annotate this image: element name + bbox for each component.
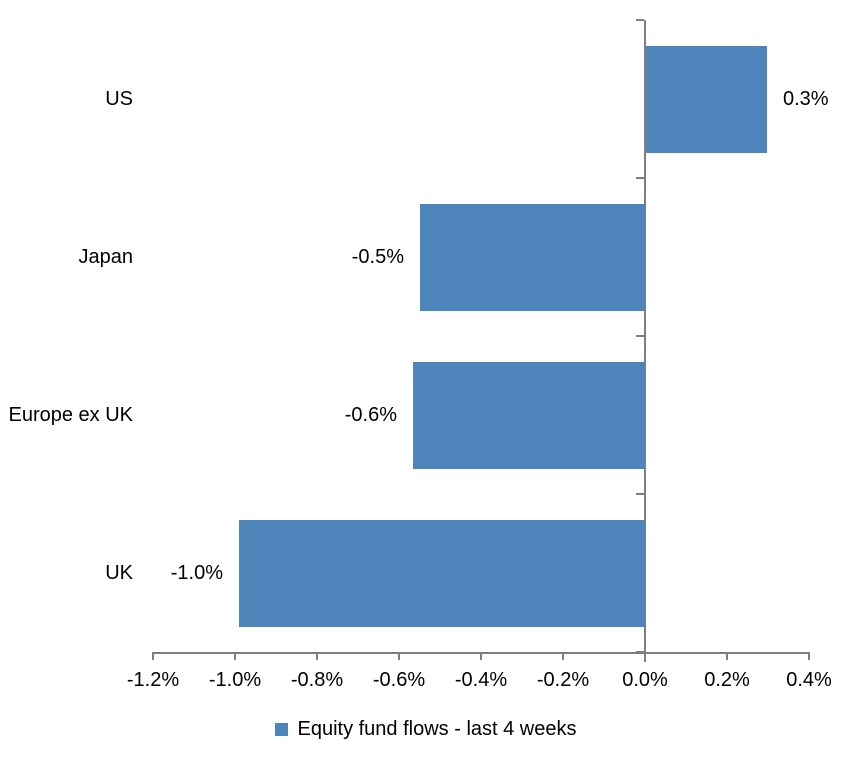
x-axis-tick-label: 0.4% [786, 669, 832, 691]
x-axis-tick [398, 652, 400, 660]
x-axis-tick [808, 652, 810, 660]
bar [420, 204, 645, 311]
bar [413, 362, 645, 469]
value-label: -0.6% [344, 404, 397, 426]
category-boundary-tick [636, 651, 644, 653]
x-axis-tick-label: -0.6% [372, 669, 426, 691]
legend-swatch-icon [275, 722, 289, 736]
bar [646, 46, 767, 153]
x-axis-tick [152, 652, 154, 660]
category-label: Japan [78, 246, 134, 268]
bar [239, 520, 645, 627]
value-label: 0.3% [783, 88, 829, 110]
x-axis-tick-label: -0.2% [536, 669, 590, 691]
category-boundary-tick [636, 335, 644, 337]
x-axis-tick [726, 652, 728, 660]
legend: Equity fund flows - last 4 weeks [0, 717, 852, 741]
x-axis-tick [562, 652, 564, 660]
legend-label: Equity fund flows - last 4 weeks [297, 718, 577, 740]
x-axis-tick [234, 652, 236, 660]
value-label: -0.5% [351, 246, 404, 268]
category-label: Europe ex UK [8, 404, 133, 426]
category-boundary-tick [636, 493, 644, 495]
value-label: -1.0% [170, 562, 223, 584]
zero-axis-line [644, 20, 646, 662]
x-axis-tick-label: -1.0% [208, 669, 262, 691]
category-boundary-tick [636, 177, 644, 179]
category-label: US [105, 88, 133, 110]
category-label: UK [105, 562, 133, 584]
x-axis-tick [316, 652, 318, 660]
category-boundary-tick [636, 19, 644, 21]
x-axis-tick-label: 0.2% [704, 669, 750, 691]
x-axis-tick-label: 0.0% [622, 669, 668, 691]
x-axis-tick-label: -0.4% [454, 669, 508, 691]
x-axis-tick-label: -0.8% [290, 669, 344, 691]
x-axis-tick [480, 652, 482, 660]
x-axis-tick-label: -1.2% [126, 669, 180, 691]
